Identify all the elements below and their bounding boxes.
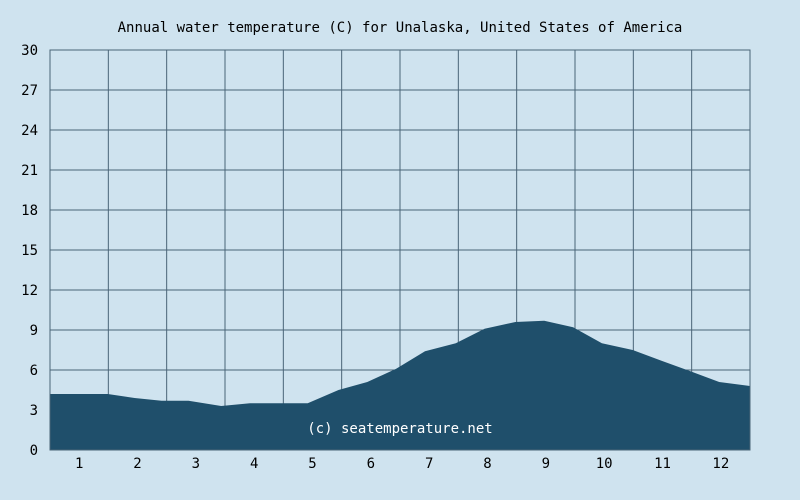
y-tick-label: 3 bbox=[30, 403, 38, 419]
y-tick-label: 12 bbox=[21, 283, 38, 299]
x-tick-label: 2 bbox=[133, 456, 141, 472]
x-axis-tick-labels: 1 2 3 4 5 6 7 8 9 10 11 12 bbox=[75, 456, 729, 472]
plot-frame bbox=[49, 49, 751, 451]
x-tick-label: 3 bbox=[192, 456, 200, 472]
x-tick-label: 6 bbox=[367, 456, 375, 472]
x-tick-label: 8 bbox=[483, 456, 491, 472]
x-tick-label: 7 bbox=[425, 456, 433, 472]
y-tick-label: 0 bbox=[30, 443, 38, 459]
watermark-text: (c) seatemperature.net bbox=[307, 421, 492, 437]
x-tick-label: 9 bbox=[542, 456, 550, 472]
x-tick-label: 11 bbox=[654, 456, 671, 472]
y-tick-label: 30 bbox=[21, 43, 38, 59]
y-tick-label: 9 bbox=[30, 323, 38, 339]
x-tick-label: 4 bbox=[250, 456, 258, 472]
x-tick-label: 5 bbox=[308, 456, 316, 472]
y-tick-label: 6 bbox=[30, 363, 38, 379]
y-tick-label: 18 bbox=[21, 203, 38, 219]
y-tick-label: 27 bbox=[21, 83, 38, 99]
y-tick-label: 15 bbox=[21, 243, 38, 259]
temperature-area bbox=[50, 320, 750, 450]
chart-title: Annual water temperature (C) for Unalask… bbox=[118, 20, 683, 36]
y-tick-label: 21 bbox=[21, 163, 38, 179]
x-tick-label: 1 bbox=[75, 456, 83, 472]
y-axis-tick-labels: 0 3 6 9 12 15 18 21 24 27 30 bbox=[21, 43, 38, 459]
x-tick-label: 12 bbox=[712, 456, 729, 472]
x-tick-label: 10 bbox=[596, 456, 613, 472]
y-tick-label: 24 bbox=[21, 123, 38, 139]
